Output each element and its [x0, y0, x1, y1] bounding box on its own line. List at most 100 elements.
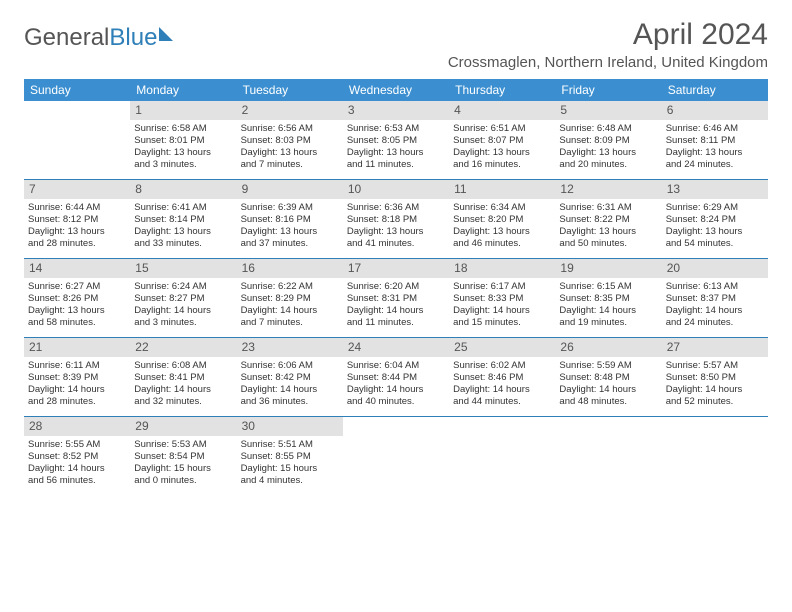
day-detail: Sunrise: 6:04 AM	[347, 360, 445, 372]
day-detail: Daylight: 13 hours	[28, 305, 126, 317]
calendar-cell: 14Sunrise: 6:27 AMSunset: 8:26 PMDayligh…	[24, 259, 130, 337]
day-detail: Sunset: 8:27 PM	[134, 293, 232, 305]
calendar-cell: 21Sunrise: 6:11 AMSunset: 8:39 PMDayligh…	[24, 338, 130, 416]
calendar-cell: 15Sunrise: 6:24 AMSunset: 8:27 PMDayligh…	[130, 259, 236, 337]
day-detail: Daylight: 13 hours	[453, 226, 551, 238]
day-detail: Sunset: 8:31 PM	[347, 293, 445, 305]
day-number: 18	[449, 259, 555, 278]
day-detail: Daylight: 14 hours	[453, 384, 551, 396]
calendar-cell: 23Sunrise: 6:06 AMSunset: 8:42 PMDayligh…	[237, 338, 343, 416]
day-detail: and 50 minutes.	[559, 238, 657, 250]
day-detail: and 3 minutes.	[134, 317, 232, 329]
day-number: 6	[662, 101, 768, 120]
calendar-week-row: 28Sunrise: 5:55 AMSunset: 8:52 PMDayligh…	[24, 417, 768, 495]
calendar-cell: 20Sunrise: 6:13 AMSunset: 8:37 PMDayligh…	[662, 259, 768, 337]
calendar-cell	[662, 417, 768, 495]
day-detail: and 15 minutes.	[453, 317, 551, 329]
day-detail: Daylight: 14 hours	[559, 384, 657, 396]
day-detail: Daylight: 13 hours	[559, 226, 657, 238]
calendar-cell: 2Sunrise: 6:56 AMSunset: 8:03 PMDaylight…	[237, 101, 343, 179]
calendar-cell: 19Sunrise: 6:15 AMSunset: 8:35 PMDayligh…	[555, 259, 661, 337]
calendar-cell: 16Sunrise: 6:22 AMSunset: 8:29 PMDayligh…	[237, 259, 343, 337]
calendar-cell: 3Sunrise: 6:53 AMSunset: 8:05 PMDaylight…	[343, 101, 449, 179]
day-detail: Daylight: 13 hours	[666, 147, 764, 159]
day-detail: Sunrise: 6:22 AM	[241, 281, 339, 293]
day-detail: and 48 minutes.	[559, 396, 657, 408]
day-detail: Sunset: 8:16 PM	[241, 214, 339, 226]
day-detail: Sunrise: 6:53 AM	[347, 123, 445, 135]
day-detail: Sunset: 8:11 PM	[666, 135, 764, 147]
day-detail: Daylight: 13 hours	[559, 147, 657, 159]
day-detail: Sunset: 8:46 PM	[453, 372, 551, 384]
day-number: 21	[24, 338, 130, 357]
calendar-cell: 25Sunrise: 6:02 AMSunset: 8:46 PMDayligh…	[449, 338, 555, 416]
page-title: April 2024	[448, 18, 768, 52]
day-detail: Sunrise: 6:58 AM	[134, 123, 232, 135]
day-number: 19	[555, 259, 661, 278]
day-detail: Sunrise: 6:17 AM	[453, 281, 551, 293]
day-detail: and 11 minutes.	[347, 159, 445, 171]
day-detail: Sunrise: 6:13 AM	[666, 281, 764, 293]
day-detail: Sunset: 8:09 PM	[559, 135, 657, 147]
day-number: 24	[343, 338, 449, 357]
day-detail: and 32 minutes.	[134, 396, 232, 408]
day-number: 20	[662, 259, 768, 278]
day-detail: Sunset: 8:37 PM	[666, 293, 764, 305]
day-number: 27	[662, 338, 768, 357]
calendar-cell: 6Sunrise: 6:46 AMSunset: 8:11 PMDaylight…	[662, 101, 768, 179]
logo: GeneralBlue	[24, 18, 173, 52]
day-header: Friday	[555, 79, 661, 101]
day-number: 10	[343, 180, 449, 199]
day-detail: Daylight: 13 hours	[134, 226, 232, 238]
calendar-week-row: 1Sunrise: 6:58 AMSunset: 8:01 PMDaylight…	[24, 101, 768, 180]
day-number: 30	[237, 417, 343, 436]
day-detail: Sunset: 8:05 PM	[347, 135, 445, 147]
calendar-cell: 22Sunrise: 6:08 AMSunset: 8:41 PMDayligh…	[130, 338, 236, 416]
day-detail: and 56 minutes.	[28, 475, 126, 487]
day-detail: and 24 minutes.	[666, 317, 764, 329]
day-detail: Sunrise: 5:59 AM	[559, 360, 657, 372]
day-detail: Daylight: 14 hours	[347, 384, 445, 396]
day-number: 9	[237, 180, 343, 199]
calendar-cell: 8Sunrise: 6:41 AMSunset: 8:14 PMDaylight…	[130, 180, 236, 258]
day-detail: and 11 minutes.	[347, 317, 445, 329]
calendar-cell: 11Sunrise: 6:34 AMSunset: 8:20 PMDayligh…	[449, 180, 555, 258]
day-number: 16	[237, 259, 343, 278]
day-detail: Sunrise: 6:29 AM	[666, 202, 764, 214]
calendar-cell: 18Sunrise: 6:17 AMSunset: 8:33 PMDayligh…	[449, 259, 555, 337]
day-number: 1	[130, 101, 236, 120]
day-detail: Daylight: 14 hours	[134, 305, 232, 317]
day-detail: Daylight: 13 hours	[453, 147, 551, 159]
calendar-cell: 4Sunrise: 6:51 AMSunset: 8:07 PMDaylight…	[449, 101, 555, 179]
day-detail: Daylight: 13 hours	[134, 147, 232, 159]
day-detail: and 58 minutes.	[28, 317, 126, 329]
logo-text-1: General	[24, 24, 109, 52]
calendar-cell: 7Sunrise: 6:44 AMSunset: 8:12 PMDaylight…	[24, 180, 130, 258]
day-detail: Sunrise: 6:20 AM	[347, 281, 445, 293]
day-number: 7	[24, 180, 130, 199]
logo-triangle-icon	[159, 27, 173, 41]
calendar-cell	[555, 417, 661, 495]
day-detail: Sunrise: 5:55 AM	[28, 439, 126, 451]
day-detail: Sunset: 8:44 PM	[347, 372, 445, 384]
day-detail: Sunset: 8:26 PM	[28, 293, 126, 305]
day-detail: Sunrise: 5:51 AM	[241, 439, 339, 451]
day-detail: Sunset: 8:18 PM	[347, 214, 445, 226]
calendar-cell: 10Sunrise: 6:36 AMSunset: 8:18 PMDayligh…	[343, 180, 449, 258]
day-detail: Daylight: 13 hours	[241, 226, 339, 238]
day-detail: and 24 minutes.	[666, 159, 764, 171]
day-number: 2	[237, 101, 343, 120]
day-number: 3	[343, 101, 449, 120]
calendar-cell: 29Sunrise: 5:53 AMSunset: 8:54 PMDayligh…	[130, 417, 236, 495]
day-number: 26	[555, 338, 661, 357]
day-detail: and 36 minutes.	[241, 396, 339, 408]
day-detail: Sunrise: 5:57 AM	[666, 360, 764, 372]
day-detail: Sunrise: 6:15 AM	[559, 281, 657, 293]
calendar-cell: 13Sunrise: 6:29 AMSunset: 8:24 PMDayligh…	[662, 180, 768, 258]
location-subtitle: Crossmaglen, Northern Ireland, United Ki…	[448, 54, 768, 71]
day-detail: and 16 minutes.	[453, 159, 551, 171]
day-number: 22	[130, 338, 236, 357]
day-detail: and 7 minutes.	[241, 159, 339, 171]
day-detail: Sunset: 8:41 PM	[134, 372, 232, 384]
day-header: Monday	[130, 79, 236, 101]
